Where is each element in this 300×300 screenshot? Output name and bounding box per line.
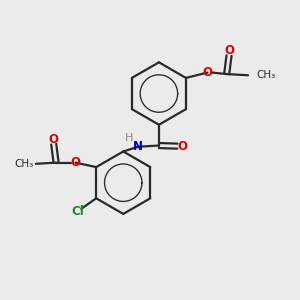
Text: O: O — [178, 140, 188, 153]
Text: CH₃: CH₃ — [256, 70, 276, 80]
Text: O: O — [48, 133, 59, 146]
Text: Cl: Cl — [71, 205, 84, 218]
Text: CH₃: CH₃ — [14, 159, 34, 169]
Text: O: O — [202, 66, 213, 79]
Text: H: H — [124, 133, 133, 143]
Text: N: N — [133, 140, 143, 153]
Text: O: O — [70, 156, 80, 169]
Text: O: O — [224, 44, 234, 57]
